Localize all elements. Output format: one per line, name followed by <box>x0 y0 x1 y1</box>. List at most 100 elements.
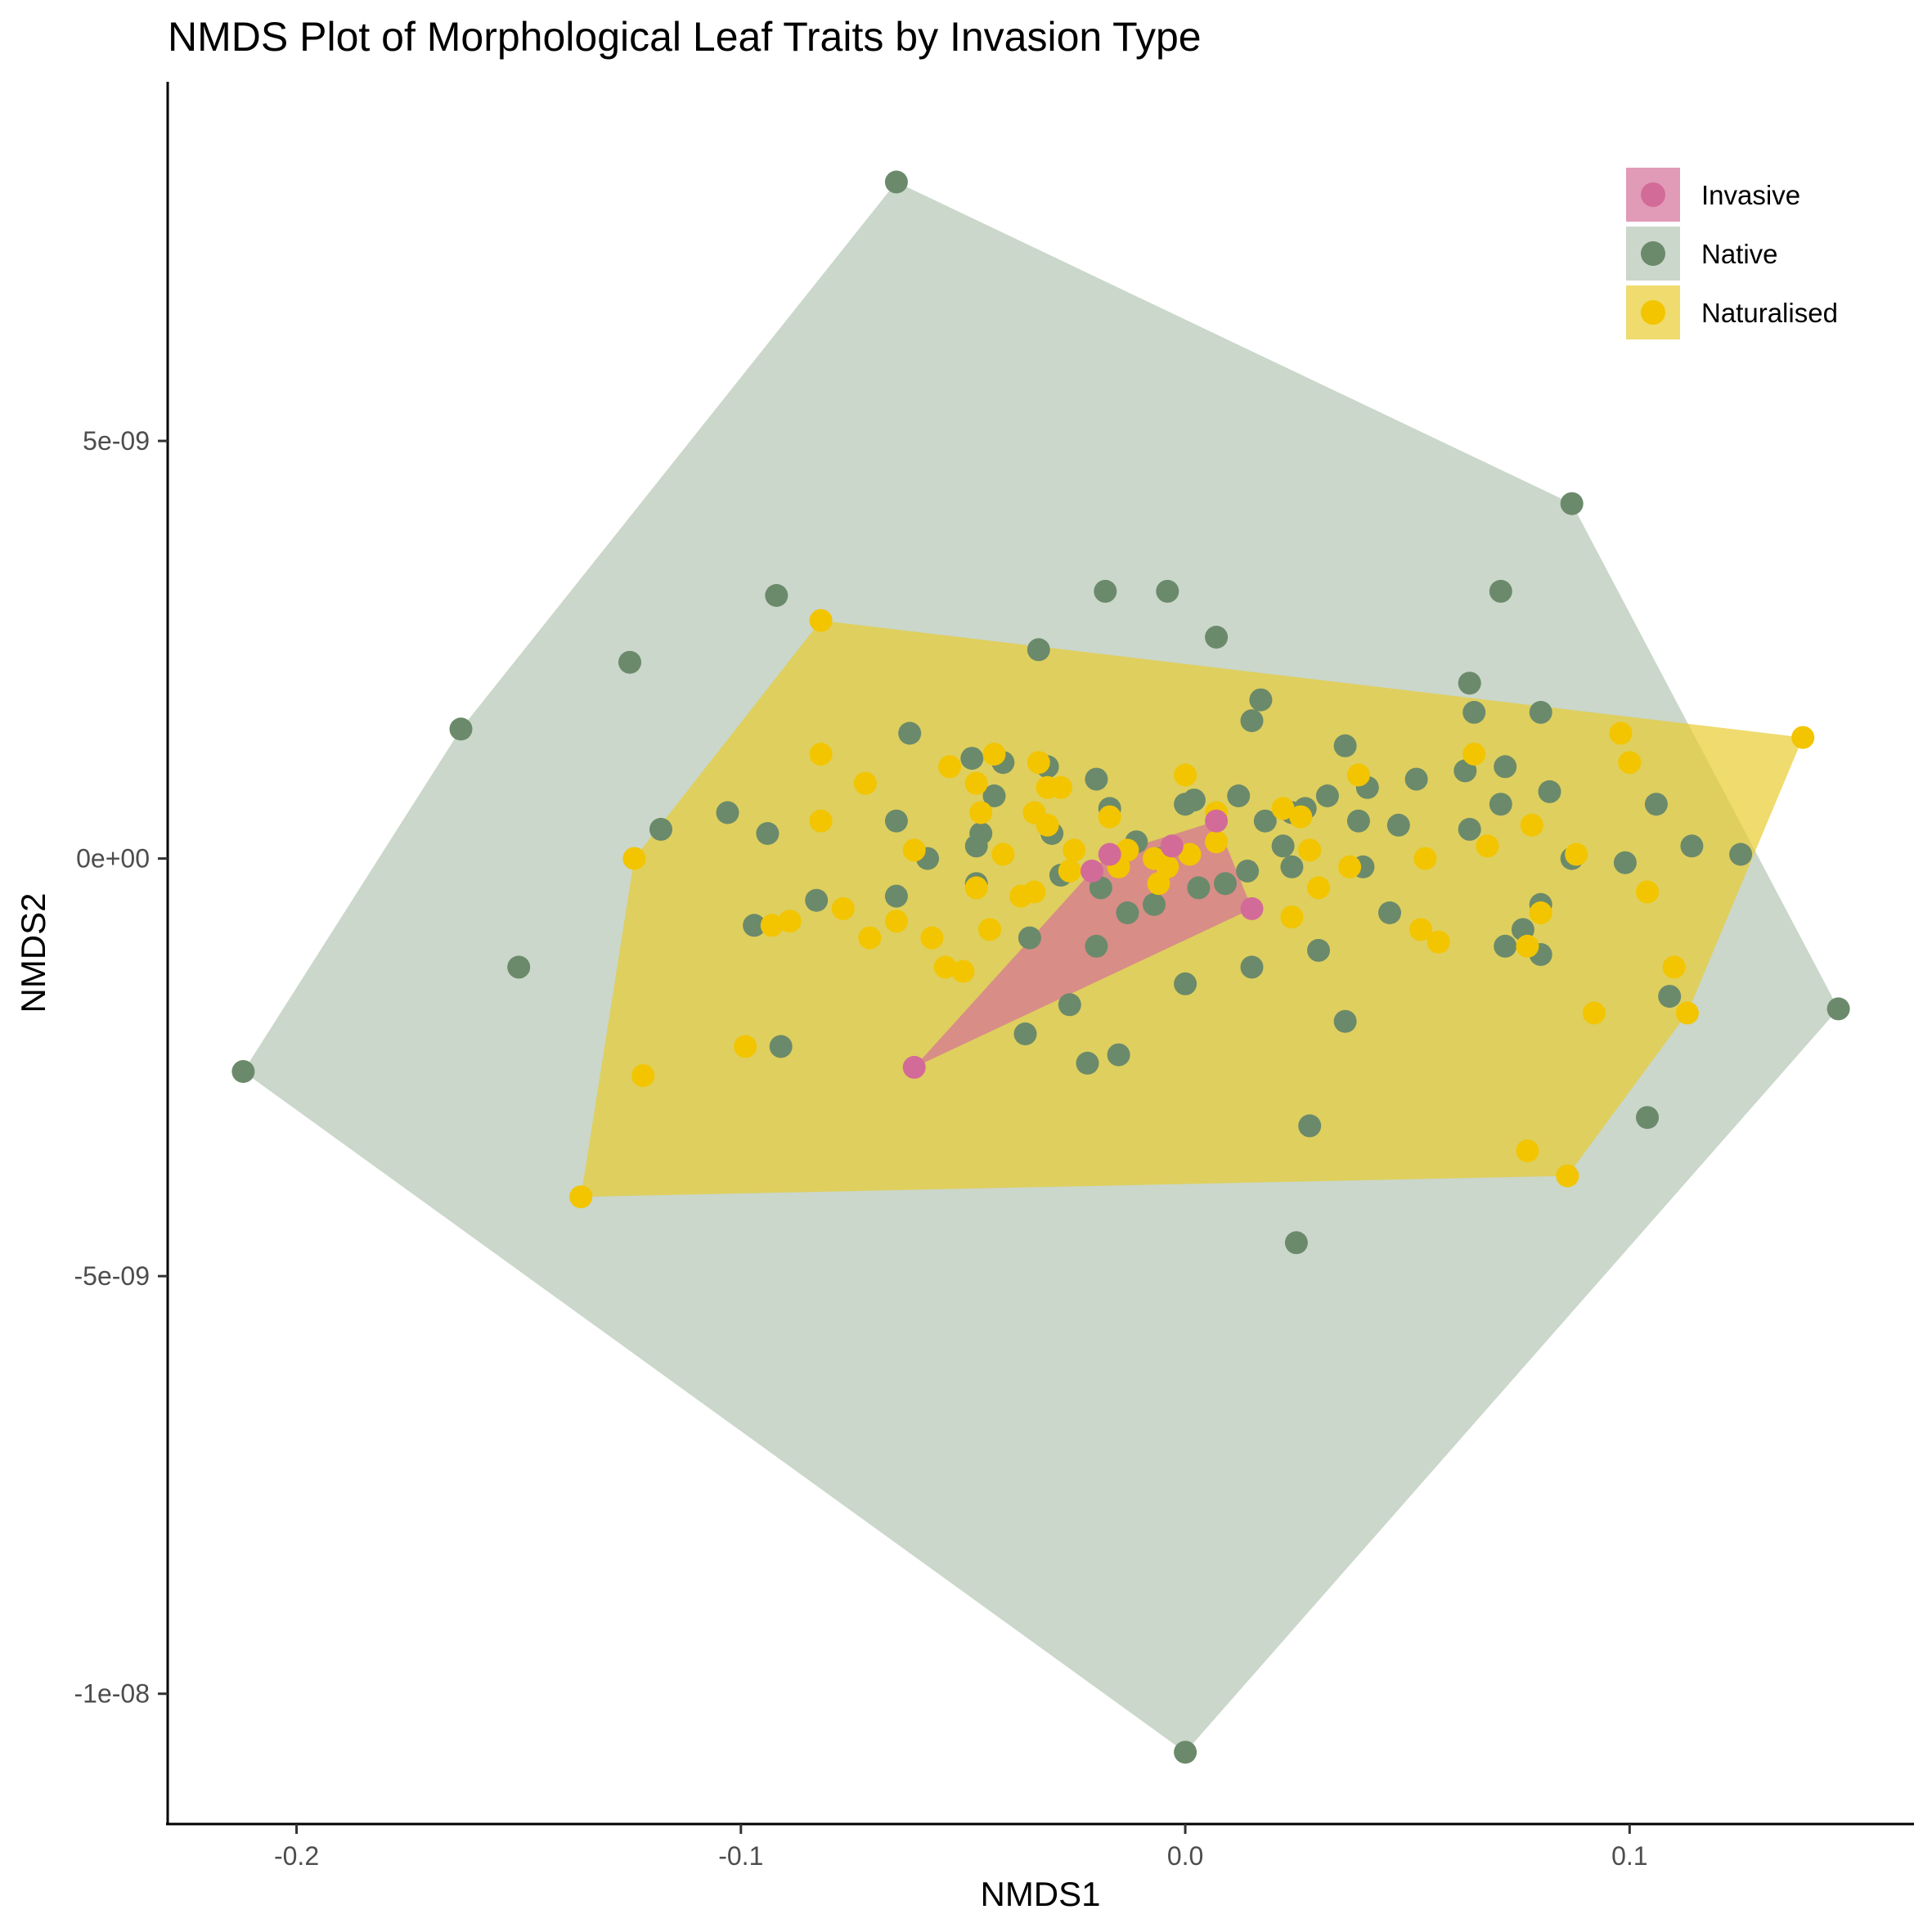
point-naturalised <box>858 926 882 950</box>
point-naturalised <box>1022 880 1046 904</box>
point-native <box>1729 842 1753 866</box>
point-native <box>1494 755 1517 779</box>
point-naturalised <box>969 801 993 824</box>
point-native <box>1116 901 1139 924</box>
point-naturalised <box>1791 726 1815 749</box>
point-native <box>1227 784 1251 807</box>
point-native <box>805 888 829 912</box>
x-tick-label: 0.0 <box>1167 1841 1203 1871</box>
point-native <box>1174 1741 1197 1764</box>
point-naturalised <box>569 1185 593 1209</box>
point-invasive <box>1081 859 1103 883</box>
point-naturalised <box>622 847 646 870</box>
point-naturalised <box>991 842 1015 866</box>
point-native <box>507 955 531 979</box>
point-native <box>618 650 641 674</box>
point-native <box>1826 997 1850 1021</box>
point-native <box>1284 1231 1308 1255</box>
legend: Invasive Native Naturalised <box>1626 168 1838 339</box>
point-naturalised <box>1346 763 1370 787</box>
point-native <box>1271 834 1295 858</box>
point-naturalised <box>938 755 962 779</box>
point-native <box>1174 972 1197 995</box>
x-axis-ticks: -0.2 -0.1 0.0 0.1 <box>274 1824 1648 1871</box>
legend-label-naturalised: Naturalised <box>1701 298 1838 328</box>
point-naturalised <box>933 955 957 979</box>
point-naturalised <box>1098 805 1121 829</box>
point-naturalised <box>884 910 908 933</box>
point-naturalised <box>1476 834 1499 858</box>
point-native <box>884 884 908 908</box>
point-native <box>982 784 1006 807</box>
point-native <box>1404 767 1428 791</box>
point-naturalised <box>1205 830 1229 854</box>
point-naturalised <box>902 838 926 862</box>
point-invasive <box>1098 842 1121 866</box>
point-naturalised <box>1156 855 1179 878</box>
legend-key-naturalised <box>1626 285 1680 339</box>
point-naturalised <box>964 876 988 900</box>
series-naturalised <box>569 609 1815 1209</box>
point-naturalised <box>1409 918 1432 941</box>
y-tick-label: -5e-09 <box>74 1261 151 1291</box>
point-layer <box>231 170 1850 1764</box>
point-native <box>1494 934 1517 958</box>
point-naturalised <box>1462 743 1486 766</box>
point-naturalised <box>1516 1139 1539 1162</box>
point-native <box>1236 859 1260 883</box>
point-native <box>1240 955 1264 979</box>
point-native <box>1253 809 1277 833</box>
point-naturalised <box>951 959 975 983</box>
point-native <box>1027 638 1050 662</box>
point-native <box>1458 817 1481 841</box>
point-native <box>1378 901 1401 924</box>
point-naturalised <box>1636 880 1659 904</box>
y-axis-title: NMDS2 <box>14 892 52 1013</box>
point-naturalised <box>760 914 784 937</box>
point-naturalised <box>1289 805 1313 829</box>
point-native <box>1680 834 1704 858</box>
point-naturalised <box>1413 847 1437 870</box>
point-naturalised <box>1618 751 1642 775</box>
point-naturalised <box>1582 1001 1606 1025</box>
point-naturalised <box>1556 1164 1579 1188</box>
y-tick-label: 5e-09 <box>83 426 150 456</box>
point-naturalised <box>1036 813 1059 837</box>
point-native <box>1529 700 1552 724</box>
point-naturalised <box>1662 955 1686 979</box>
point-naturalised <box>1307 876 1330 900</box>
point-naturalised <box>964 771 988 795</box>
point-naturalised <box>1049 775 1072 799</box>
point-native <box>969 822 993 845</box>
point-native <box>1538 780 1561 803</box>
chart-title: NMDS Plot of Morphological Leaf Traits b… <box>168 14 1202 60</box>
point-native <box>1094 579 1117 603</box>
point-native <box>649 817 672 841</box>
hull-layer <box>243 182 1839 1753</box>
point-native <box>1644 793 1668 816</box>
legend-label-native: Native <box>1701 239 1778 269</box>
point-invasive <box>1240 896 1264 920</box>
series-invasive <box>902 809 1264 1079</box>
point-naturalised <box>809 809 833 833</box>
point-naturalised <box>1520 813 1543 837</box>
point-native <box>1333 1009 1357 1033</box>
point-native <box>769 1035 793 1058</box>
y-tick-label: 0e+00 <box>76 844 150 874</box>
point-naturalised <box>853 771 877 795</box>
point-native <box>1613 851 1637 874</box>
point-naturalised <box>1338 855 1362 878</box>
point-native <box>1307 938 1330 962</box>
point-native <box>1249 688 1273 712</box>
point-native <box>1636 1106 1659 1130</box>
point-native <box>1386 813 1410 837</box>
x-axis-title: NMDS1 <box>980 1875 1100 1913</box>
point-naturalised <box>1565 842 1588 866</box>
point-naturalised <box>1063 838 1086 862</box>
point-naturalised <box>1427 930 1450 954</box>
point-naturalised <box>831 896 855 920</box>
point-native <box>1458 672 1481 695</box>
point-invasive <box>902 1055 926 1079</box>
point-native <box>1205 626 1229 649</box>
x-tick-label: -0.1 <box>718 1841 763 1871</box>
